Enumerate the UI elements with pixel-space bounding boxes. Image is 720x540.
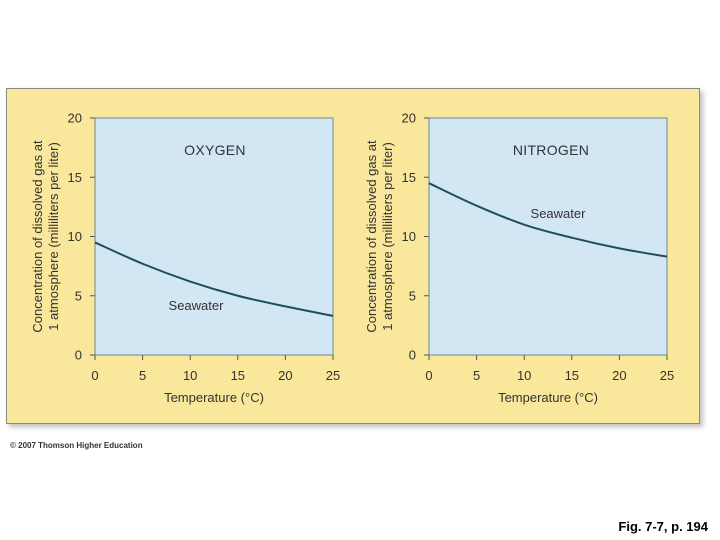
figure-caption: Fig. 7-7, p. 194 bbox=[618, 519, 708, 534]
y-axis-title-line: 1 atmosphere (milliliters per liter) bbox=[380, 142, 395, 331]
y-tick-label: 10 bbox=[402, 229, 416, 244]
plot-title: OXYGEN bbox=[184, 142, 246, 158]
x-tick-label: 10 bbox=[183, 368, 197, 383]
y-tick-label: 20 bbox=[402, 111, 416, 126]
x-tick-label: 25 bbox=[326, 368, 340, 383]
y-tick-label: 20 bbox=[68, 111, 82, 126]
y-axis-title-line: Concentration of dissolved gas at bbox=[30, 140, 45, 333]
x-tick-label: 20 bbox=[278, 368, 292, 383]
x-tick-label: 0 bbox=[425, 368, 432, 383]
y-axis-title-line: Concentration of dissolved gas at bbox=[364, 140, 379, 333]
series-label: Seawater bbox=[169, 298, 225, 313]
y-axis-title-line: 1 atmosphere (milliliters per liter) bbox=[46, 142, 61, 331]
x-tick-label: 10 bbox=[517, 368, 531, 383]
y-tick-label: 15 bbox=[402, 170, 416, 185]
plot-area bbox=[428, 117, 668, 356]
x-tick-label: 5 bbox=[473, 368, 480, 383]
x-tick-label: 0 bbox=[91, 368, 98, 383]
y-tick-label: 10 bbox=[68, 229, 82, 244]
y-tick-label: 0 bbox=[409, 348, 416, 363]
seawater-curve bbox=[428, 182, 668, 258]
plot-title: NITROGEN bbox=[513, 142, 589, 158]
x-tick-label: 15 bbox=[231, 368, 245, 383]
series-label: Seawater bbox=[531, 206, 587, 221]
copyright-notice: © 2007 Thomson Higher Education bbox=[10, 441, 143, 450]
x-axis-title: Temperature (°C) bbox=[498, 390, 598, 405]
x-tick-label: 25 bbox=[660, 368, 674, 383]
x-tick-label: 20 bbox=[612, 368, 626, 383]
x-tick-label: 5 bbox=[139, 368, 146, 383]
chart-nitrogen: 0 5 10 15 20 0 5 10 15 20 25 Temperature (°C) Concen… bbox=[364, 111, 674, 406]
y-tick-label: 15 bbox=[68, 170, 82, 185]
y-tick-label: 5 bbox=[409, 288, 416, 303]
x-tick-label: 15 bbox=[565, 368, 579, 383]
y-tick-label: 5 bbox=[75, 288, 82, 303]
y-tick-label: 0 bbox=[75, 348, 82, 363]
chart-oxygen: 0 5 10 15 20 0 5 10 15 20 25 Temperature (°C) Concen… bbox=[30, 111, 340, 406]
plot-area bbox=[94, 117, 334, 356]
seawater-curve bbox=[94, 241, 334, 317]
x-axis-title: Temperature (°C) bbox=[164, 390, 264, 405]
